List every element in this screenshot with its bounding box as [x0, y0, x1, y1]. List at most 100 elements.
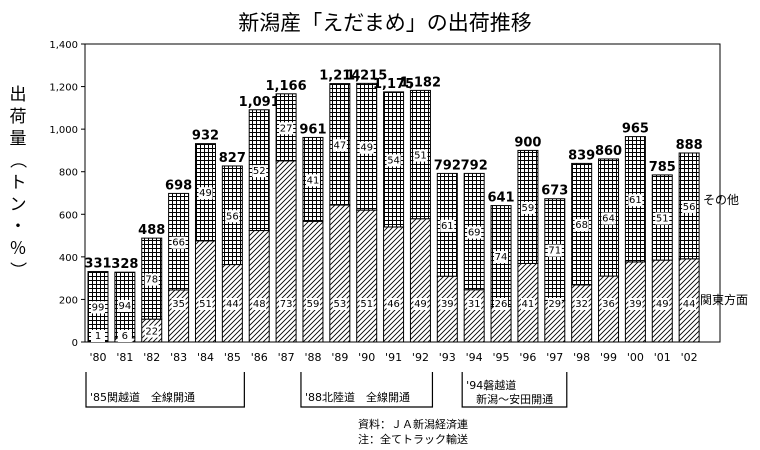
bar-segment-label-other: 66	[172, 238, 185, 249]
bar-segment-kanto	[168, 289, 190, 343]
x-tick-label: '92	[412, 351, 429, 364]
bar-segment-label-kanto: 35	[172, 299, 185, 310]
bar-group: 932 51 49	[192, 129, 219, 343]
bar-label-bg	[467, 298, 482, 310]
bar-segment-label-other: 41	[307, 175, 320, 186]
x-tick-label: '87	[278, 351, 295, 364]
x-tick-label: '94	[466, 351, 483, 364]
bar-group: 792 31 69	[461, 158, 488, 343]
bar-segment-label-kanto: 59	[307, 299, 320, 310]
x-tick-label: '85	[224, 351, 241, 364]
bar-label-bg	[359, 298, 374, 310]
annotation-text: '85関越道 全線開通	[90, 390, 195, 404]
bar-group: 641 26 74	[487, 191, 515, 343]
bar-group: 1,214 53 47	[319, 69, 360, 343]
bar-group: 961 59 41	[299, 122, 327, 343]
bar-label-bg	[628, 194, 643, 207]
bar-group: 965 39 61	[622, 122, 649, 343]
bar-label-bg	[628, 298, 643, 310]
bar-label-bg	[574, 298, 589, 310]
bar-label-bg	[413, 149, 428, 162]
bar-label-bg	[252, 298, 267, 310]
x-tick-label: '02	[681, 351, 698, 364]
bar-segment-label-other: 51	[414, 151, 427, 162]
bar-segment-label-other: 52	[253, 166, 266, 177]
legend-label-kanto: 関東方面	[700, 292, 748, 307]
bar-label-bg	[655, 298, 670, 310]
y-axis-label-char: （	[7, 152, 27, 169]
bar-label-bg	[682, 298, 697, 310]
bar-total-label: 488	[138, 223, 165, 238]
bar-label-bg	[440, 298, 455, 310]
y-tick-label: 1,400	[49, 40, 78, 51]
x-tick-label: '90	[358, 351, 375, 364]
bar-label-bg	[279, 122, 294, 135]
bar-group: 1,091 48 52	[239, 95, 280, 343]
x-tick-label: '98	[573, 351, 590, 364]
bar-segment-kanto	[329, 204, 351, 343]
bar-segment-kanto	[356, 209, 378, 343]
bar-segment-label-kanto: 41	[522, 299, 535, 310]
y-axis-label-char: 量	[10, 129, 27, 149]
y-axis-label-char: ト	[10, 173, 27, 193]
bar-label-bg	[225, 298, 240, 310]
bar-total-label: 965	[622, 122, 649, 137]
bar-label-bg	[305, 174, 320, 187]
bar-segment-label-other: 61	[629, 195, 642, 206]
bar-total-label: 673	[541, 184, 568, 199]
bar-segment-label-other: 59	[522, 203, 535, 214]
y-tick-label: 1,000	[49, 125, 78, 136]
bar-label-bg	[117, 330, 132, 342]
x-tick-label: '84	[197, 351, 214, 364]
bar-segment-label-other: 56	[683, 202, 696, 213]
y-tick-label: 0	[72, 338, 78, 349]
bar-segment-label-kanto: 32	[575, 299, 588, 310]
bar-total-label: 1,166	[266, 79, 307, 94]
bar-label-bg	[91, 330, 105, 342]
x-tick-label: '97	[546, 351, 563, 364]
bar-label-bg	[279, 298, 294, 310]
bar-label-bg	[520, 298, 535, 310]
bar-group: 328 6 94	[111, 257, 138, 343]
y-axis: 0 200 400 600 800 1,000 1,200 1,400	[49, 40, 85, 349]
bar-segment-label-other: 61	[441, 221, 454, 232]
bar-segment-kanto	[463, 289, 485, 343]
x-tick-label: '82	[143, 351, 160, 364]
annotation: '85関越道 全線開通	[85, 372, 245, 408]
bar-total-label: 328	[111, 257, 138, 272]
bar-segment-label-other: 56	[226, 211, 239, 222]
bar-label-bg	[413, 298, 428, 310]
x-tick-label: '00	[627, 351, 644, 364]
legend-label-other: その他	[703, 193, 739, 207]
bar-segment-label-other: 94	[119, 301, 132, 312]
annotation-bracket	[300, 372, 434, 408]
y-axis-label-char: ン	[10, 195, 27, 215]
bar-segment-label-kanto: 53	[333, 299, 346, 310]
bar-group: 827 44 56	[219, 151, 246, 343]
bar-segment-label-kanto: 36	[602, 299, 615, 310]
bar-group: 792 39 61	[434, 158, 461, 343]
bar-total-label: 698	[165, 178, 192, 193]
annotation-text: '94磐越道	[466, 378, 516, 392]
bar-total-label: 1,175	[373, 77, 414, 92]
y-axis-label-char: ％	[10, 239, 27, 259]
bar-label-bg	[359, 141, 374, 154]
bar-total-label: 839	[568, 148, 595, 163]
bar-segment-label-kanto: 6	[122, 331, 128, 342]
bar-segment-label-other: 99	[92, 302, 105, 313]
bar-segment-kanto	[248, 230, 270, 343]
bar-group: 888 44 56	[676, 138, 703, 343]
bar-segment-label-kanto: 48	[253, 299, 266, 310]
bar-label-bg	[91, 301, 105, 314]
bar-segment-kanto	[571, 284, 593, 343]
bar-label-bg	[117, 299, 132, 312]
bar-total-label: 1,091	[239, 95, 280, 110]
bar-label-bg	[494, 298, 509, 310]
x-tick-label: '99	[600, 351, 617, 364]
x-tick-label: '80	[89, 351, 106, 364]
bar-group: 1,166 73 27	[266, 79, 307, 343]
bar-segment-label-kanto: 1	[95, 331, 101, 342]
bar-segment-label-other: 74	[495, 252, 508, 263]
